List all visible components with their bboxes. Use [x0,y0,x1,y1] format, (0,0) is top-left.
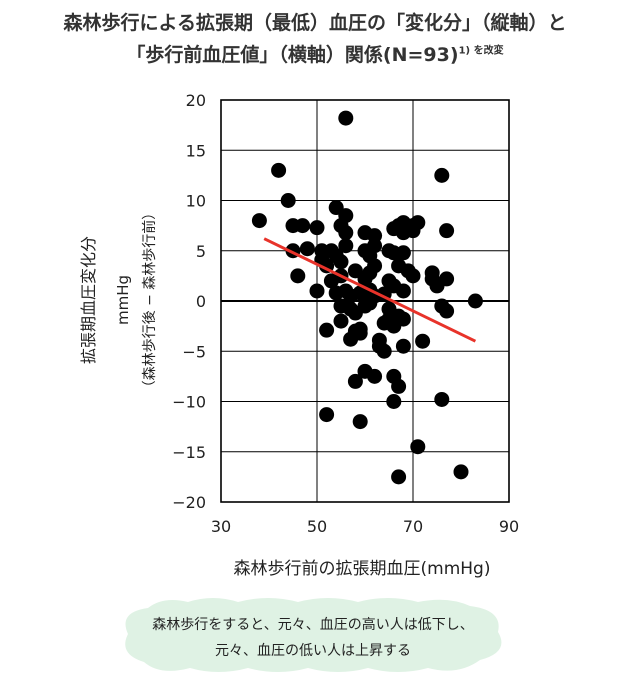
data-point [395,311,411,327]
chart-title-line2: 「歩行前血圧値」（横軸）関係(N=93)1) を改変 [0,40,630,67]
chart-title-line1: 森林歩行による拡張期（最低）血圧の「変化分」（縦軸）と [63,12,567,34]
data-point [410,439,426,455]
data-point [367,238,383,254]
data-point [367,258,383,274]
data-point [439,271,455,287]
data-point [338,225,354,241]
data-point [395,245,411,261]
y-tick-label: 20 [186,91,206,110]
data-point [347,373,363,389]
x-tick-label: 90 [499,517,519,536]
data-point [333,254,349,270]
callout-cloud-shape [125,598,502,672]
y-axis-label: 拡張期血圧変化分 mmHg （森林歩行後 − 森林歩行前） [79,206,158,395]
y-tick-label: 0 [196,292,206,311]
data-point [280,193,296,208]
data-points [251,110,483,485]
callout-line1: 森林歩行をすると、元々、血圧の高い人は低下し、 [152,617,474,633]
data-point [391,469,407,485]
data-point [352,414,368,430]
x-tick-label: 30 [211,517,231,536]
data-point [415,333,431,349]
y-axis-label-line: （森林歩行後 − 森林歩行前） [141,206,158,395]
data-point [309,220,325,236]
data-point [424,265,440,281]
data-point [319,322,335,338]
y-tick-labels: 20 15 10 5 0 −5 −10 −15 −20 [172,91,206,512]
callout-line2: 元々、血圧の低い人は上昇する [215,643,411,659]
chart-title-line2-text: 「歩行前血圧値」（横軸）関係(N=93) [126,44,459,66]
data-point [453,464,469,480]
data-point [338,238,354,254]
data-point [319,407,335,423]
x-tick-label: 50 [307,517,327,536]
data-point [405,268,421,284]
data-point [251,213,267,229]
data-point [352,325,368,341]
data-point [395,283,411,299]
data-point [338,110,354,126]
data-point [271,162,287,178]
y-tick-label: −20 [172,493,206,512]
y-tick-label: −15 [172,443,206,462]
data-point [376,343,392,359]
data-point [295,218,311,234]
data-point [467,293,483,309]
x-tick-label: 70 [403,517,423,536]
data-point [395,338,411,354]
y-axis-label-line: mmHg [114,275,132,325]
trend-line [263,237,477,343]
data-point [309,283,325,299]
y-tick-label: −10 [172,393,206,412]
data-point [391,378,407,394]
data-point [410,215,426,231]
data-point [299,241,315,257]
callout-cloud [125,598,502,672]
reference-note: 1) を改変 [458,45,504,57]
y-axis-label-line: 拡張期血圧変化分 [79,236,98,364]
data-point [333,313,349,329]
y-tick-label: −5 [182,342,206,361]
callout-text: 森林歩行をすると、元々、血圧の高い人は低下し、 元々、血圧の低い人は上昇する [118,612,508,664]
y-tick-label: 5 [196,242,206,261]
data-point [367,368,383,384]
y-tick-label: 10 [186,192,206,211]
data-point [434,167,450,183]
data-point [290,268,306,284]
data-point [434,391,450,407]
y-tick-label: 15 [186,141,206,160]
data-point [338,208,354,224]
x-axis-label: 森林歩行前の拡張期血圧(mmHg) [234,559,491,579]
data-point [439,303,455,319]
x-tick-labels: 30 50 70 90 [211,517,519,536]
data-point [386,394,402,409]
data-point [439,223,455,239]
